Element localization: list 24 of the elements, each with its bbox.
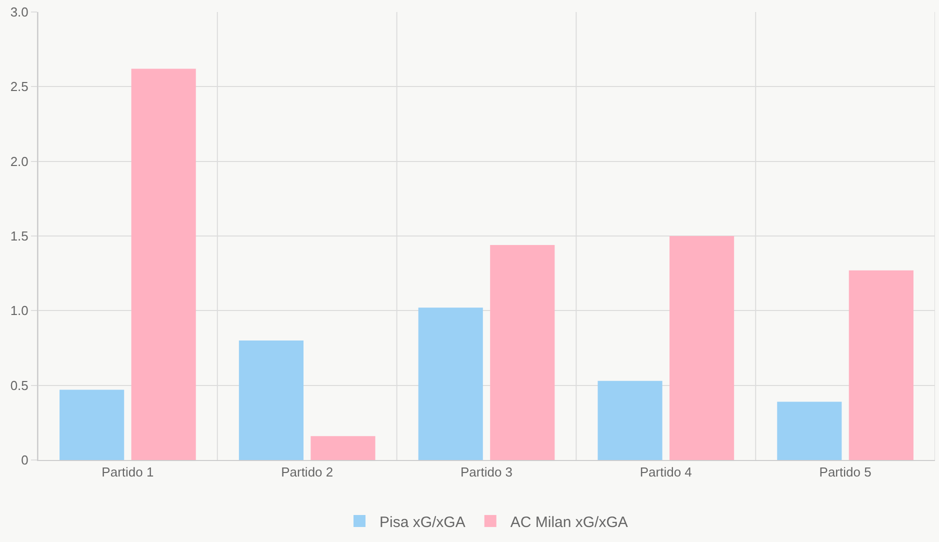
x-tick-label: Partido 1 [102,464,154,480]
bar [490,244,555,460]
x-tick-label: Partido 2 [281,464,334,480]
y-tick-label: 2.5 [10,79,28,94]
bar [418,308,483,460]
bar [598,380,662,460]
y-tick-label: 2.0 [10,154,28,169]
y-tick-label: 0 [21,452,28,468]
y-tick-label: 3.0 [10,4,28,20]
y-tick-label: 1.0 [10,303,28,318]
legend-label: AC Milan xG/xGA [510,514,628,531]
y-tick-label: 0.5 [10,378,28,393]
bar [131,68,196,460]
x-tick-label: Partido 3 [460,464,513,480]
bar [60,390,124,460]
y-tick-label: 1.5 [10,228,28,244]
bar [669,236,734,460]
bar [848,270,914,460]
x-tick-label: Partido 4 [640,464,692,480]
bar [310,436,376,460]
legend-label: Pisa xG/xGA [380,514,466,531]
bar [777,402,842,460]
bar [238,340,304,460]
x-tick-label: Partido 5 [819,464,872,480]
